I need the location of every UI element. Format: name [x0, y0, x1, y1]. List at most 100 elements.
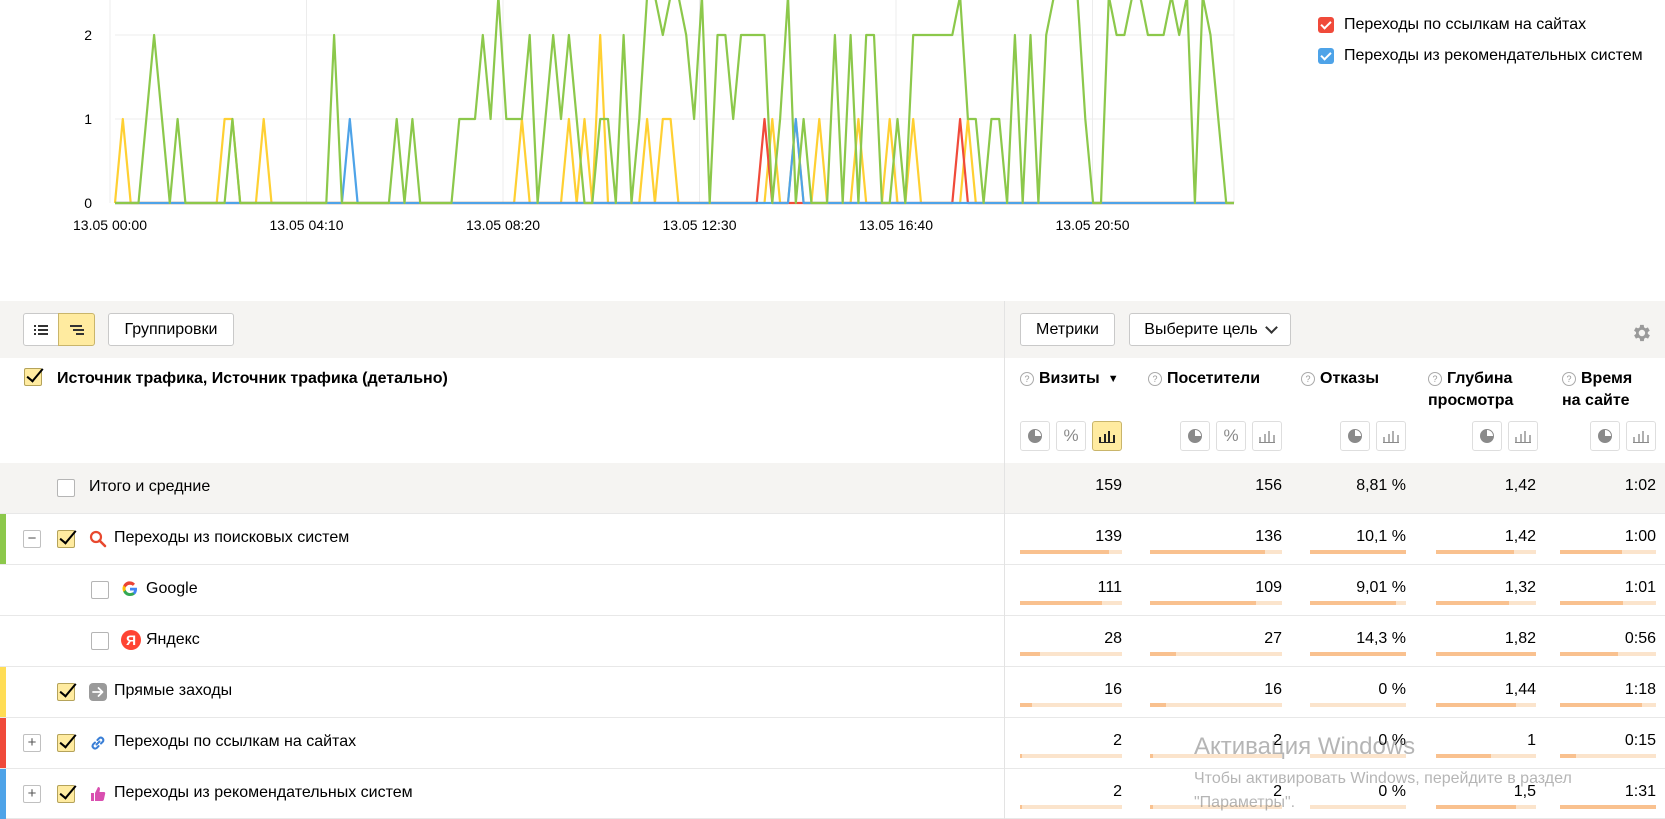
metric-bar-track	[1310, 652, 1406, 656]
metric-bar-fill	[1020, 703, 1032, 707]
x-tick-label: 13.05 08:20	[466, 217, 540, 233]
metric-bar-fill	[1310, 652, 1406, 656]
pie-view-button[interactable]	[1590, 421, 1620, 451]
select-all-checkbox[interactable]	[24, 368, 42, 386]
cell-bounces: 0 %	[1378, 681, 1406, 698]
column-bounces[interactable]: ? Отказы	[1301, 368, 1379, 390]
y-tick-label: 1	[84, 111, 92, 127]
row-checkbox[interactable]	[57, 683, 75, 701]
legend-label: Переходы из рекомендательных систем	[1344, 47, 1643, 64]
legend-item-recommend[interactable]: Переходы из рекомендательных систем	[1318, 47, 1643, 65]
metric-bar-fill	[1150, 550, 1265, 554]
metric-bar-track	[1150, 703, 1282, 707]
pie-view-button[interactable]	[1180, 421, 1210, 451]
metric-bar-track	[1150, 550, 1282, 554]
table-row-total[interactable]: Итого и средние 159 156 8,81 % 1,42 1:02	[0, 463, 1665, 514]
legend-checkbox-icon[interactable]	[1318, 17, 1334, 33]
help-icon[interactable]: ?	[1428, 372, 1442, 386]
row-checkbox[interactable]	[57, 785, 75, 803]
metric-bar-fill	[1020, 805, 1022, 809]
column-visits[interactable]: ? Визиты ▼	[1020, 368, 1119, 390]
dimensions-title: Источник трафика, Источник трафика (дета…	[57, 370, 448, 387]
metric-bar-track	[1436, 805, 1536, 809]
sort-desc-icon[interactable]: ▼	[1107, 373, 1119, 385]
cell-visitors: 16	[1264, 681, 1282, 698]
y-tick-label: 2	[84, 27, 92, 43]
help-icon[interactable]: ?	[1020, 372, 1034, 386]
gear-icon[interactable]	[1630, 322, 1652, 344]
metric-bar-track	[1020, 652, 1122, 656]
help-icon[interactable]: ?	[1301, 372, 1315, 386]
row-checkbox[interactable]	[57, 479, 75, 497]
cell-bounces: 10,1 %	[1356, 528, 1406, 545]
expand-button[interactable]: +	[23, 785, 41, 803]
grouping-button[interactable]: Группировки	[108, 313, 234, 346]
cell-time: 0:56	[1624, 630, 1656, 647]
metric-bar-track	[1310, 754, 1406, 758]
table-row[interactable]: Прямые заходы 16 16 0 % 1,44 1:18	[0, 667, 1665, 718]
metric-bar-track	[1436, 652, 1536, 656]
help-icon[interactable]: ?	[1562, 372, 1576, 386]
cell-depth: 1,5	[1513, 783, 1536, 800]
row-label: Итого и средние	[89, 478, 211, 495]
column-time[interactable]: ? Время на сайте	[1562, 370, 1633, 409]
bar-chart-icon	[1515, 430, 1531, 443]
x-tick-label: 13.05 20:50	[1056, 217, 1130, 233]
metric-bar-fill	[1436, 652, 1536, 656]
column-visitors[interactable]: ? Посетители	[1148, 368, 1260, 390]
legend-checkbox-icon[interactable]	[1318, 48, 1334, 64]
metric-bar-fill	[1436, 703, 1516, 707]
metric-bar-fill	[1560, 550, 1622, 554]
table-row[interactable]: Я Яндекс 28 27 14,3 % 1,82 0:56	[0, 616, 1665, 667]
row-checkbox[interactable]	[91, 632, 109, 650]
search-icon	[89, 530, 107, 548]
row-color-stripe	[0, 514, 6, 564]
pie-chart-icon	[1348, 429, 1362, 443]
bar-chart-icon	[1633, 430, 1649, 443]
bar-view-button[interactable]	[1626, 421, 1656, 451]
percent-view-button[interactable]: %	[1216, 421, 1246, 451]
cell-visits: 16	[1104, 681, 1122, 698]
pie-view-button[interactable]	[1472, 421, 1502, 451]
table-row[interactable]: Google 111 109 9,01 % 1,32 1:01	[0, 565, 1665, 616]
percent-view-button[interactable]: %	[1056, 421, 1086, 451]
cell-time: 1:31	[1624, 783, 1656, 800]
row-checkbox[interactable]	[57, 530, 75, 548]
x-tick-label: 13.05 04:10	[270, 217, 344, 233]
row-label: Переходы из поисковых систем	[114, 529, 350, 546]
pie-chart-icon	[1598, 429, 1612, 443]
metric-bar-fill	[1560, 652, 1618, 656]
bar-view-button[interactable]	[1252, 421, 1282, 451]
legend-item-links[interactable]: Переходы по ссылкам на сайтах	[1318, 16, 1586, 34]
metrics-button[interactable]: Метрики	[1020, 313, 1115, 346]
expand-button[interactable]: +	[23, 734, 41, 752]
goal-select[interactable]: Выберите цель	[1129, 313, 1291, 346]
table-row[interactable]: + Переходы по ссылкам на сайтах 2 2 0 % …	[0, 718, 1665, 769]
metric-bar-track	[1560, 652, 1656, 656]
table-header: Источник трафика, Источник трафика (дета…	[0, 358, 1665, 463]
metric-bar-fill	[1436, 601, 1509, 605]
pie-chart-icon	[1028, 429, 1042, 443]
bar-view-button[interactable]	[1508, 421, 1538, 451]
bar-view-button[interactable]	[1092, 421, 1122, 451]
metric-bar-fill	[1310, 601, 1396, 605]
list-view-button[interactable]	[23, 313, 59, 346]
metric-bar-track	[1150, 652, 1282, 656]
collapse-button[interactable]: −	[23, 530, 41, 548]
bar-view-button[interactable]	[1376, 421, 1406, 451]
table-row[interactable]: − Переходы из поисковых систем 139 136 1…	[0, 514, 1665, 565]
pie-view-button[interactable]	[1340, 421, 1370, 451]
table-row[interactable]: + Переходы из рекомендательных систем 2 …	[0, 769, 1665, 819]
cell-bounces: 14,3 %	[1356, 630, 1406, 647]
help-icon[interactable]: ?	[1148, 372, 1162, 386]
row-checkbox[interactable]	[57, 734, 75, 752]
tree-view-button[interactable]	[58, 313, 95, 346]
metric-bar-track	[1310, 601, 1406, 605]
column-depth[interactable]: ? Глубина просмотра	[1428, 370, 1514, 409]
metric-bar-fill	[1436, 550, 1514, 554]
pie-view-button[interactable]	[1020, 421, 1050, 451]
thumbs-up-icon	[91, 787, 106, 801]
row-checkbox[interactable]	[91, 581, 109, 599]
percent-icon: %	[1223, 426, 1239, 445]
chart-plot: 0 1 2 13.05 00:00 13.05 04:10 13.05 08:20 13.0…	[73, 0, 1235, 233]
